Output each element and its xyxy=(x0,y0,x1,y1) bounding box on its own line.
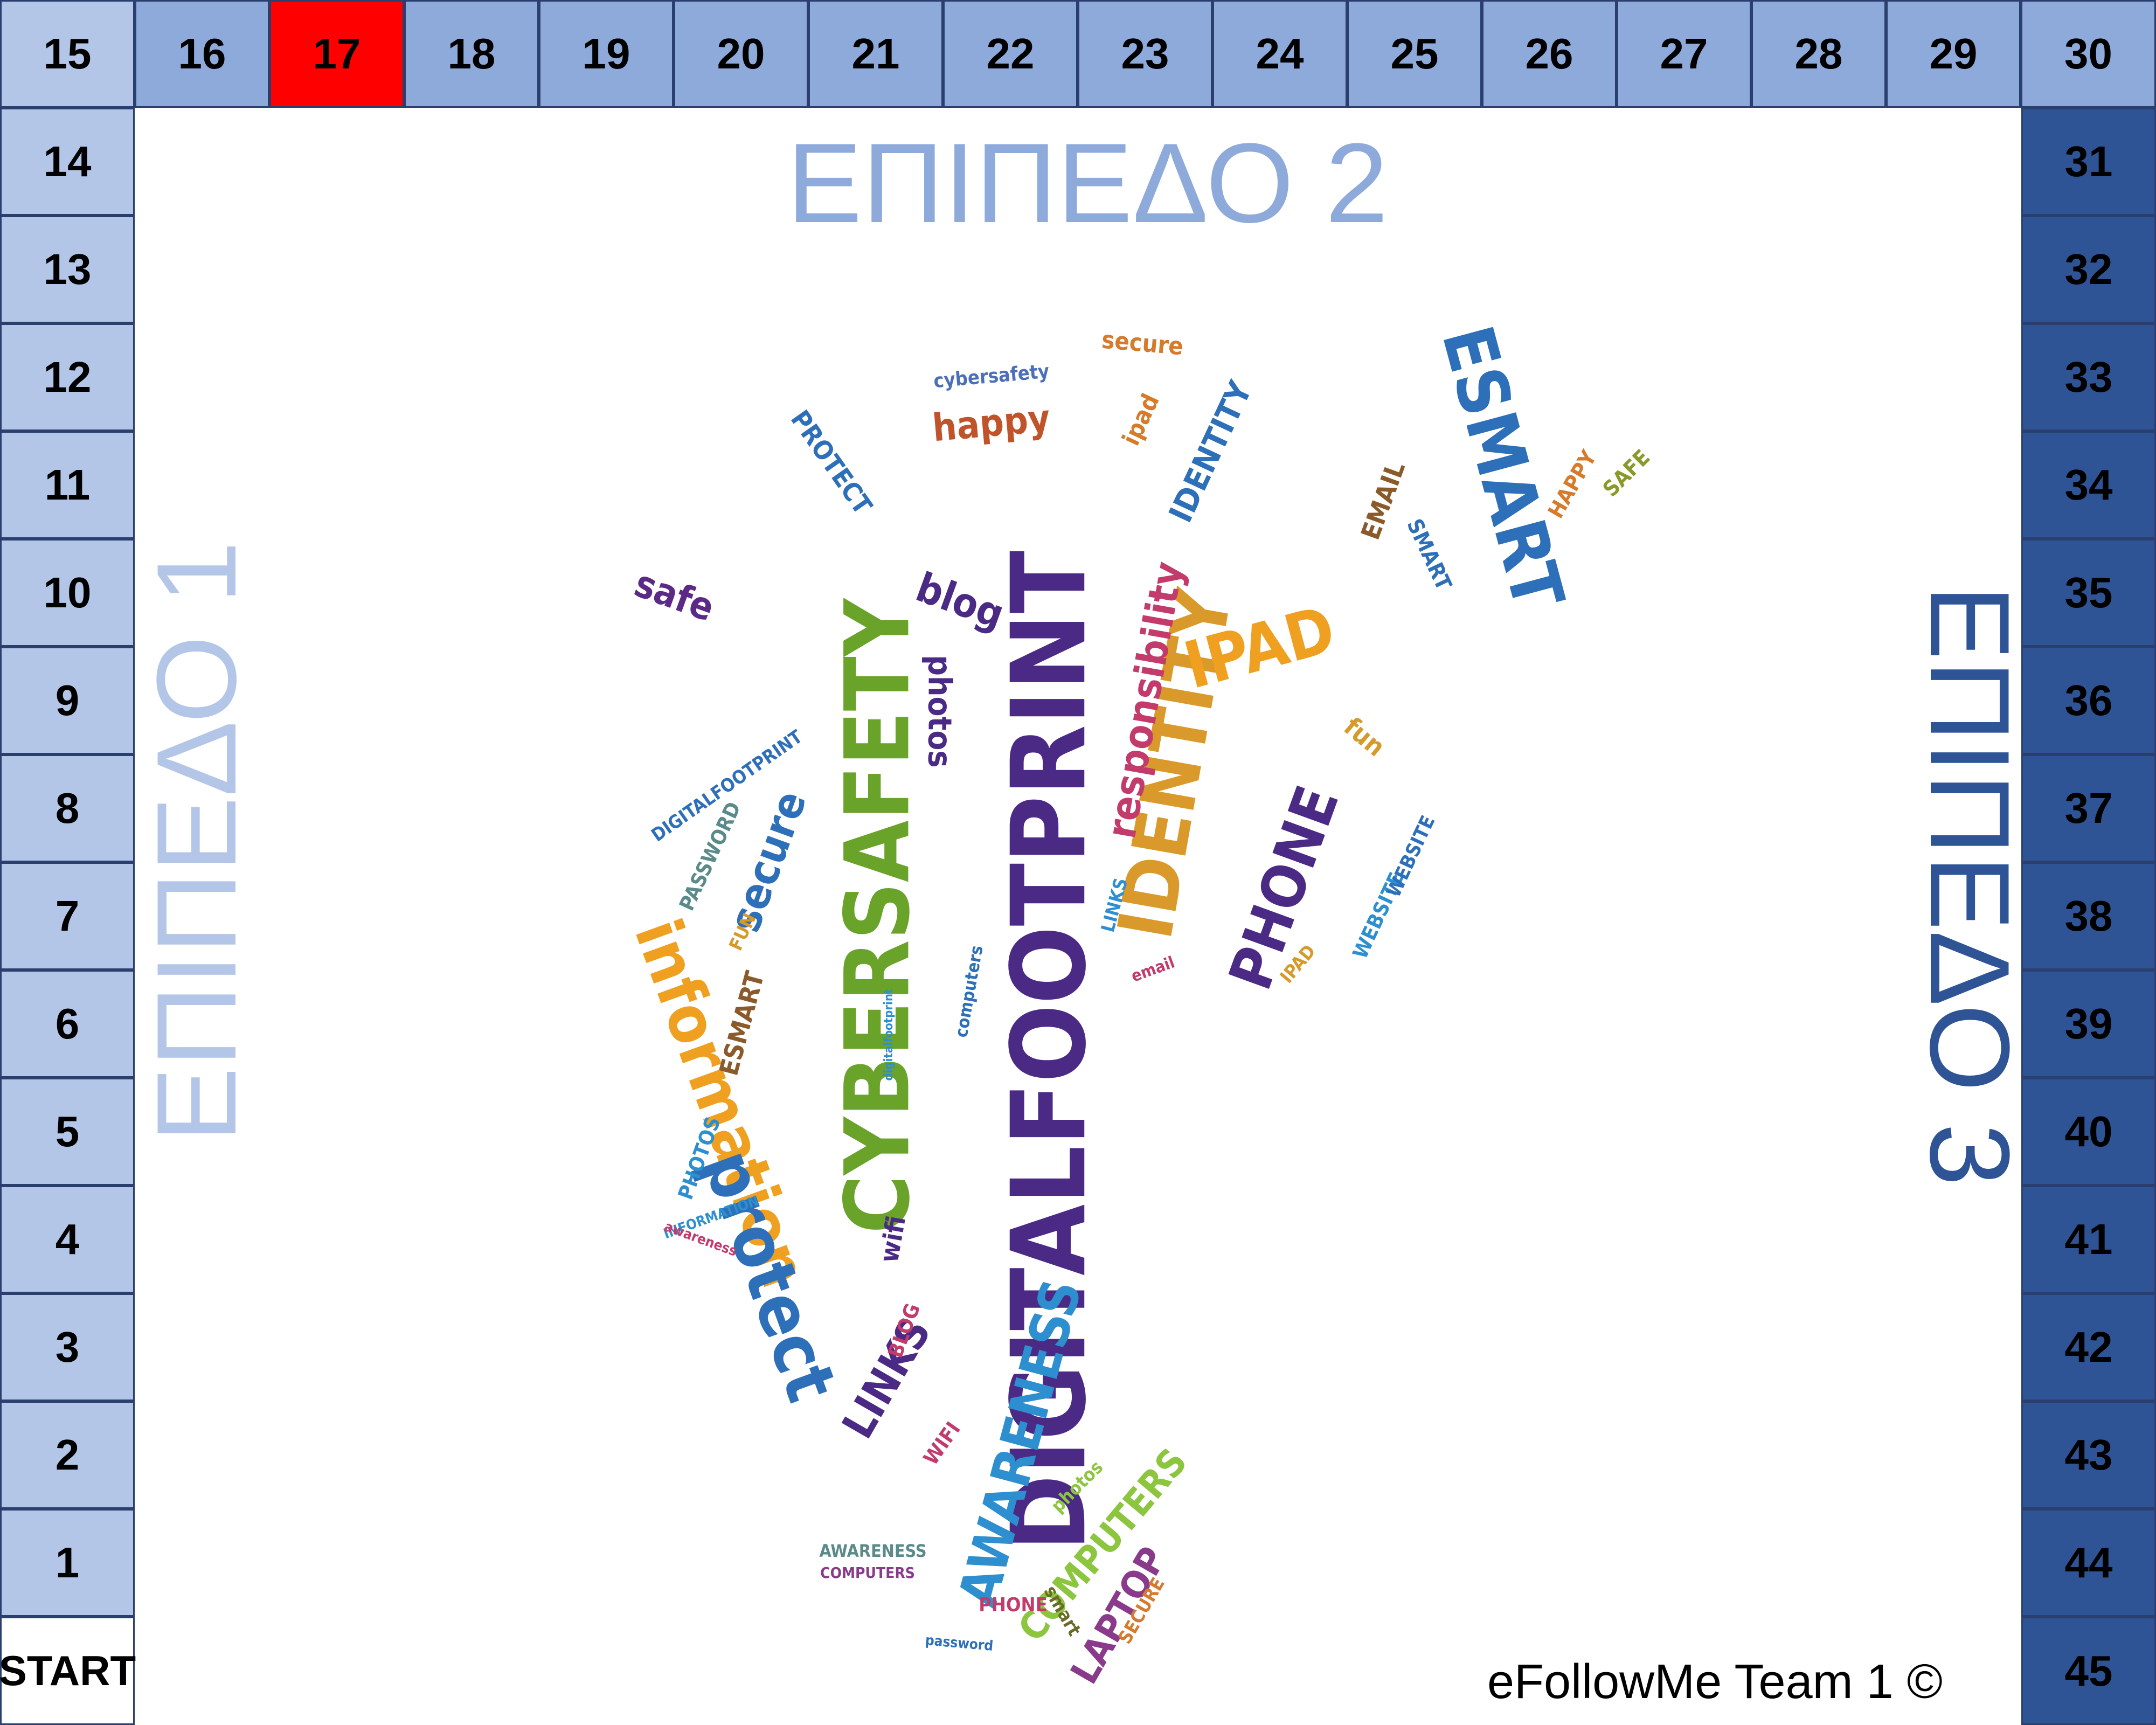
board-square-3[interactable]: 3 xyxy=(0,1293,135,1401)
board-square-44[interactable]: 44 xyxy=(2021,1509,2156,1617)
cloud-word-12: photos xyxy=(920,655,958,767)
board-square-5[interactable]: 5 xyxy=(0,1078,135,1186)
board-square-start[interactable]: START xyxy=(0,1617,136,1725)
level-2-label: ΕΠΙΠΕΔΟ 2 xyxy=(787,120,1389,246)
board-square-7[interactable]: 7 xyxy=(0,862,135,970)
board-square-30[interactable]: 30 xyxy=(2021,0,2156,108)
cloud-word-30: SMART xyxy=(1402,515,1456,594)
board-square-6[interactable]: 6 xyxy=(0,970,135,1078)
cloud-word-28: SAFE xyxy=(1598,445,1655,502)
board-square-29[interactable]: 29 xyxy=(1886,0,2021,108)
cloud-word-1: CYBERSAFETY xyxy=(826,598,929,1234)
board-square-16[interactable]: 16 xyxy=(135,0,269,108)
board-square-28[interactable]: 28 xyxy=(1751,0,1886,108)
board-square-42[interactable]: 42 xyxy=(2021,1293,2156,1401)
cloud-word-20: cybersafety xyxy=(933,361,1050,393)
cloud-word-31: fun xyxy=(1338,711,1390,763)
cloud-word-0: DIGITALFOOTPRINT xyxy=(989,551,1108,1551)
board-square-45[interactable]: 45 xyxy=(2021,1617,2156,1725)
board-square-2[interactable]: 2 xyxy=(0,1401,135,1509)
board-square-18[interactable]: 18 xyxy=(404,0,539,108)
cloud-word-34: WIFI xyxy=(919,1418,965,1470)
board-square-1[interactable]: 1 xyxy=(0,1509,135,1617)
cloud-word-19: PROTECT xyxy=(785,405,878,520)
board-square-43[interactable]: 43 xyxy=(2021,1401,2156,1509)
cloud-word-18: IDENTITY xyxy=(1162,375,1260,528)
board-square-24[interactable]: 24 xyxy=(1212,0,1347,108)
cloud-word-29: EMAIL xyxy=(1355,458,1411,544)
team-credit: eFollowMe Team 1 © xyxy=(1487,1655,1943,1709)
cloud-word-50: COMPUTERS xyxy=(820,1564,915,1582)
board-square-31[interactable]: 31 xyxy=(2021,108,2156,216)
cloud-word-35: PHONE xyxy=(979,1594,1048,1616)
board-square-13[interactable]: 13 xyxy=(0,216,135,323)
board-square-39[interactable]: 39 xyxy=(2021,970,2156,1078)
board-square-17[interactable]: 17 xyxy=(269,0,404,108)
board-square-11[interactable]: 11 xyxy=(0,431,135,539)
board-square-40[interactable]: 40 xyxy=(2021,1078,2156,1186)
board-square-15[interactable]: 15 xyxy=(0,0,135,108)
board-square-25[interactable]: 25 xyxy=(1347,0,1482,108)
board-square-26[interactable]: 26 xyxy=(1482,0,1617,108)
cloud-word-22: ipad xyxy=(1117,389,1165,449)
board-square-37[interactable]: 37 xyxy=(2021,754,2156,862)
board-square-35[interactable]: 35 xyxy=(2021,539,2156,647)
board-square-22[interactable]: 22 xyxy=(943,0,1078,108)
cloud-word-27: HAPPY xyxy=(1543,446,1602,522)
cloud-word-21: secure xyxy=(1100,325,1184,361)
cloud-word-39: password xyxy=(925,1632,994,1654)
board-square-33[interactable]: 33 xyxy=(2021,323,2156,431)
board-square-27[interactable]: 27 xyxy=(1617,0,1751,108)
board-square-32[interactable]: 32 xyxy=(2021,216,2156,323)
board-square-9[interactable]: 9 xyxy=(0,647,135,754)
board-square-41[interactable]: 41 xyxy=(2021,1186,2156,1293)
cloud-word-43: WEBSITE xyxy=(1383,812,1440,900)
board-square-8[interactable]: 8 xyxy=(0,754,135,862)
cloud-word-44: email xyxy=(1129,953,1177,986)
board-square-34[interactable]: 34 xyxy=(2021,431,2156,539)
board-square-4[interactable]: 4 xyxy=(0,1186,135,1293)
cloud-word-14: safe xyxy=(629,561,720,630)
cloud-word-47: computers xyxy=(951,944,987,1039)
cloud-word-48: digitalfootprint xyxy=(882,988,896,1081)
board-square-36[interactable]: 36 xyxy=(2021,647,2156,754)
board-square-12[interactable]: 12 xyxy=(0,323,135,431)
cloud-word-13: happy xyxy=(931,396,1052,451)
board-square-38[interactable]: 38 xyxy=(2021,862,2156,970)
board-square-21[interactable]: 21 xyxy=(808,0,943,108)
board-square-14[interactable]: 14 xyxy=(0,108,135,216)
cloud-word-49: AWARENESS xyxy=(819,1541,926,1561)
board-square-23[interactable]: 23 xyxy=(1078,0,1212,108)
board-square-19[interactable]: 19 xyxy=(539,0,674,108)
board-square-20[interactable]: 20 xyxy=(674,0,808,108)
board-square-10[interactable]: 10 xyxy=(0,539,135,647)
